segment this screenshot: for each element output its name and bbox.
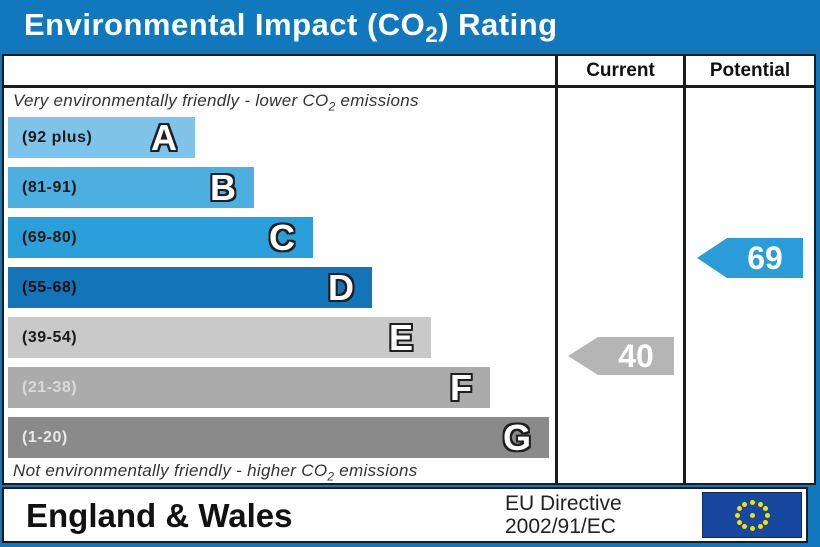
eu-flag-stars-icon <box>749 512 755 518</box>
band-d: (55-68) D <box>8 267 372 308</box>
band-f: (21-38) F <box>8 367 490 408</box>
potential-arrow-body: 69 <box>727 238 803 278</box>
region-label: England & Wales <box>26 497 293 534</box>
page-title: Environmental Impact (CO2) Rating <box>24 7 558 46</box>
band-range-label: (69-80) <box>22 228 78 246</box>
band-range-label: (81-91) <box>22 178 78 196</box>
top-scale-note-suffix: emissions <box>335 91 419 110</box>
band-a: (92 plus) A <box>8 117 195 158</box>
top-scale-note-text: Very environmentally friendly - lower CO <box>13 91 329 110</box>
eu-directive-line1: EU Directive <box>505 492 622 515</box>
bottom-scale-note-suffix: emissions <box>334 461 418 480</box>
band-c: (69-80) C <box>8 217 313 258</box>
top-scale-note-subscript: 2 <box>328 99 336 114</box>
band-range-label: (1-20) <box>22 428 68 446</box>
bottom-scale-note-text: Not environmentally friendly - higher CO <box>13 461 328 480</box>
band-letter: G <box>502 417 531 458</box>
band-g: (1-20) G <box>8 417 549 458</box>
band-range-label: (92 plus) <box>22 128 93 146</box>
potential-rating-value: 69 <box>747 240 783 276</box>
footer-bar <box>2 487 808 543</box>
eu-directive-text: EU Directive 2002/91/EC <box>505 492 622 538</box>
current-rating-value: 40 <box>618 338 654 374</box>
band-letter: D <box>328 267 354 308</box>
current-arrow-point-icon <box>568 337 598 375</box>
potential-column-header: Potential <box>709 60 791 81</box>
current-rating-arrow: 40 <box>568 337 674 375</box>
potential-rating-arrow: 69 <box>697 238 803 278</box>
band-letter: E <box>388 317 413 358</box>
current-column-divider <box>555 54 558 485</box>
band-letter: C <box>269 217 295 258</box>
page-title-subscript: 2 <box>425 22 439 48</box>
band-range-label: (39-54) <box>22 328 78 346</box>
header-divider-line <box>2 85 816 88</box>
band-range-label: (55-68) <box>22 278 78 296</box>
page-title-prefix: Environmental Impact (CO <box>24 7 426 42</box>
current-column-header: Current <box>586 60 655 81</box>
band-b: (81-91) B <box>8 167 254 208</box>
band-letter: B <box>210 167 236 208</box>
potential-column-divider <box>683 54 686 485</box>
bottom-scale-note-subscript: 2 <box>327 469 335 484</box>
eu-flag-icon <box>702 492 802 538</box>
top-scale-note: Very environmentally friendly - lower CO… <box>13 91 419 114</box>
band-range-label: (21-38) <box>22 378 78 396</box>
band-letter: A <box>151 117 177 158</box>
bottom-scale-note: Not environmentally friendly - higher CO… <box>13 461 418 484</box>
band-e: (39-54) E <box>8 317 431 358</box>
potential-arrow-point-icon <box>697 238 727 278</box>
current-arrow-body: 40 <box>598 337 674 375</box>
band-letter: F <box>450 367 472 408</box>
eu-directive-line2: 2002/91/EC <box>505 515 616 538</box>
page-title-suffix: ) Rating <box>438 7 558 42</box>
